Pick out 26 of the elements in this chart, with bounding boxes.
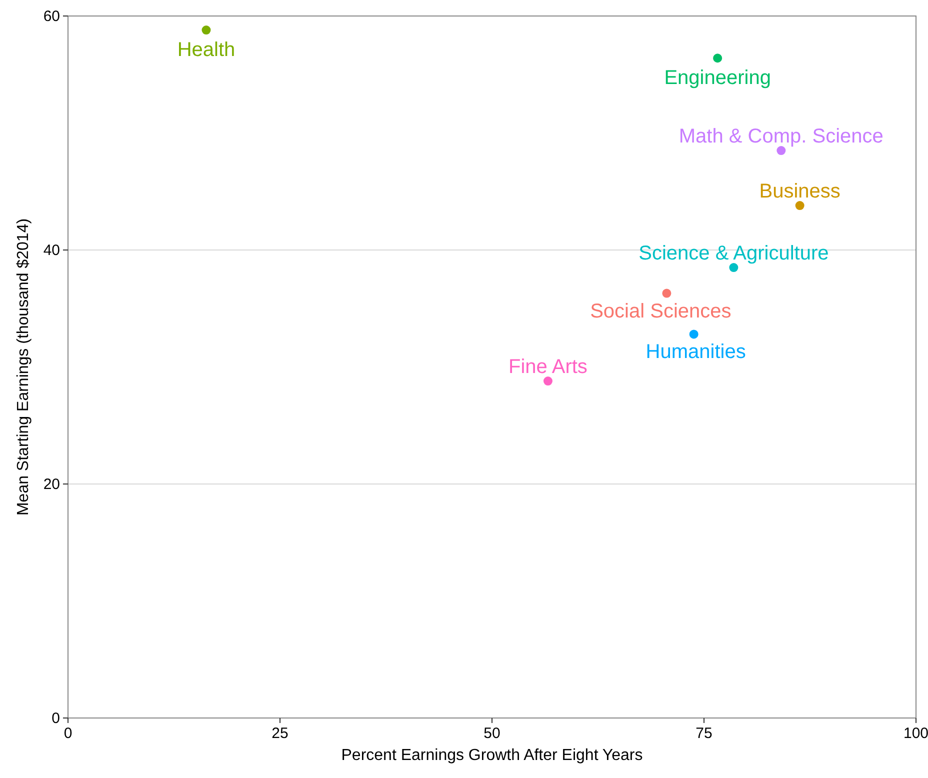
series-label: Science & Agriculture: [638, 242, 829, 265]
series-label: Health: [177, 39, 236, 62]
x-axis-title: Percent Earnings Growth After Eight Years: [341, 747, 643, 764]
x-tick-label: 0: [64, 725, 72, 742]
point: [543, 376, 552, 386]
point: [729, 263, 738, 272]
point: [795, 201, 804, 210]
x-tick-label: 25: [272, 725, 288, 742]
series-label: Math & Comp. Science: [678, 126, 884, 148]
series-label: Fine Arts: [508, 356, 588, 378]
y-tick-label: 0: [52, 710, 60, 727]
series-label: Humanities: [646, 341, 746, 364]
point: [662, 288, 672, 298]
point: [202, 26, 211, 35]
series-label: Social Sciences: [590, 300, 732, 322]
series-label: Engineering: [664, 67, 771, 90]
y-tick-label: 20: [43, 476, 60, 493]
x-tick-label: 75: [696, 725, 712, 742]
y-axis-title: Mean Starting Earnings (thousand $2014): [15, 218, 32, 516]
x-tick-label: 100: [903, 725, 928, 742]
series-label: Business: [759, 180, 840, 203]
point: [689, 330, 698, 339]
point: [713, 54, 722, 63]
x-tick-label: 50: [484, 725, 500, 742]
y-tick-label: 60: [43, 8, 60, 25]
y-tick-label: 40: [43, 242, 60, 259]
